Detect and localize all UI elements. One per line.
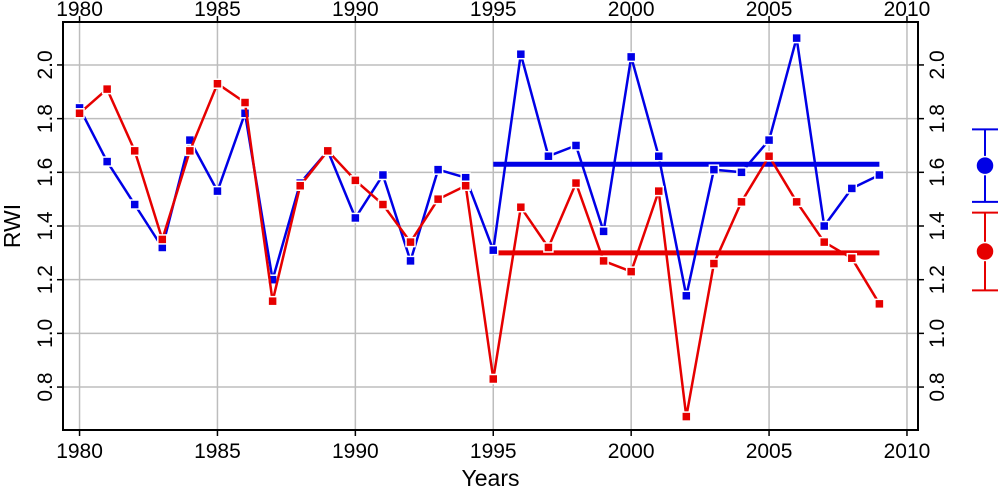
series-line bbox=[78, 36, 880, 298]
data-point bbox=[846, 183, 858, 194]
data-point bbox=[460, 180, 471, 191]
y-tick-label-right: 1.4 bbox=[926, 211, 949, 241]
x-tick-label-bottom: 1980 bbox=[56, 440, 103, 463]
y-tick-label-right: 1.6 bbox=[926, 158, 949, 187]
data-point bbox=[763, 150, 775, 162]
x-tick-label-top: 1985 bbox=[194, 0, 241, 21]
data-point bbox=[846, 252, 858, 264]
data-point bbox=[239, 97, 251, 108]
y-tick-label-left: 1.8 bbox=[34, 104, 57, 133]
data-point bbox=[212, 185, 223, 197]
x-tick-label-top: 2010 bbox=[884, 0, 931, 21]
data-point bbox=[570, 177, 582, 189]
data-point bbox=[101, 83, 113, 95]
data-point bbox=[377, 169, 389, 181]
data-point bbox=[736, 167, 747, 178]
axis-ticks: 1980 1980 1985 1985 1990 1990 1995 1995 2000 2000… bbox=[34, 0, 949, 463]
data-point bbox=[598, 255, 609, 267]
x-tick-label-bottom: 2000 bbox=[608, 440, 655, 463]
data-point bbox=[625, 266, 637, 277]
data-point bbox=[708, 258, 720, 269]
data-point bbox=[184, 145, 196, 157]
data-point bbox=[405, 255, 416, 267]
data-point bbox=[818, 220, 830, 232]
data-point bbox=[157, 234, 168, 245]
x-tick-label-top: 2000 bbox=[608, 0, 655, 21]
y-tick-label-right: 1.0 bbox=[926, 319, 949, 348]
y-tick-label-left: 0.8 bbox=[34, 372, 57, 401]
data-point bbox=[791, 196, 802, 208]
data-point bbox=[350, 212, 361, 224]
data-point bbox=[129, 145, 140, 157]
x-tick-label-top: 1995 bbox=[470, 0, 517, 21]
data-point bbox=[129, 199, 140, 210]
series-group bbox=[74, 32, 885, 422]
y-tick-label-right: 1.8 bbox=[926, 104, 949, 133]
y-tick-label-left: 1.2 bbox=[34, 265, 57, 294]
data-point bbox=[736, 196, 747, 208]
data-point bbox=[681, 411, 692, 422]
x-tick-label-top: 1990 bbox=[332, 0, 379, 21]
x-tick-label-top: 1980 bbox=[56, 0, 103, 21]
mean-marker bbox=[975, 241, 995, 262]
x-tick-label-bottom: 2010 bbox=[884, 440, 931, 463]
data-point bbox=[708, 164, 720, 175]
data-point bbox=[74, 108, 85, 119]
grid bbox=[63, 22, 918, 430]
data-point bbox=[874, 298, 885, 310]
data-point bbox=[101, 156, 113, 167]
data-point bbox=[653, 150, 664, 162]
x-tick-label-bottom: 1990 bbox=[332, 440, 379, 463]
x-tick-label-top: 2005 bbox=[746, 0, 793, 21]
data-point bbox=[432, 164, 444, 175]
data-point bbox=[267, 295, 278, 307]
y-tick-label-left: 1.0 bbox=[34, 319, 57, 348]
data-point bbox=[322, 145, 334, 157]
y-axis-title: RWI bbox=[0, 204, 25, 248]
data-point bbox=[405, 236, 416, 248]
y-tick-label-right: 2.0 bbox=[926, 50, 949, 79]
data-point bbox=[874, 169, 885, 181]
data-point bbox=[625, 51, 637, 63]
x-tick-label-bottom: 1995 bbox=[470, 440, 517, 463]
data-point bbox=[294, 180, 306, 191]
x-tick-label-bottom: 1985 bbox=[194, 440, 241, 463]
data-point bbox=[488, 373, 499, 385]
data-point bbox=[818, 236, 830, 248]
data-point bbox=[598, 226, 609, 237]
data-point bbox=[515, 201, 527, 213]
data-point bbox=[515, 48, 527, 60]
data-point bbox=[543, 242, 554, 253]
data-point bbox=[377, 199, 389, 210]
x-axis-title: Years bbox=[462, 465, 520, 488]
data-point bbox=[763, 134, 775, 146]
data-point bbox=[791, 32, 802, 44]
y-tick-label-left: 1.6 bbox=[34, 158, 57, 187]
data-point bbox=[570, 140, 582, 151]
x-tick-label-bottom: 2005 bbox=[746, 440, 793, 463]
series-line bbox=[78, 82, 881, 418]
y-tick-label-right: 1.2 bbox=[926, 265, 949, 294]
side-markers bbox=[972, 128, 998, 292]
data-point bbox=[488, 244, 499, 256]
mean-marker bbox=[975, 155, 995, 176]
y-tick-label-left: 1.4 bbox=[34, 211, 57, 241]
data-point bbox=[653, 185, 664, 197]
data-point bbox=[543, 150, 554, 162]
data-point bbox=[212, 78, 223, 89]
data-point bbox=[681, 290, 692, 302]
y-tick-label-left: 2.0 bbox=[34, 50, 57, 79]
data-point bbox=[350, 175, 361, 186]
data-point bbox=[432, 193, 444, 205]
y-tick-label-right: 0.8 bbox=[926, 372, 949, 401]
